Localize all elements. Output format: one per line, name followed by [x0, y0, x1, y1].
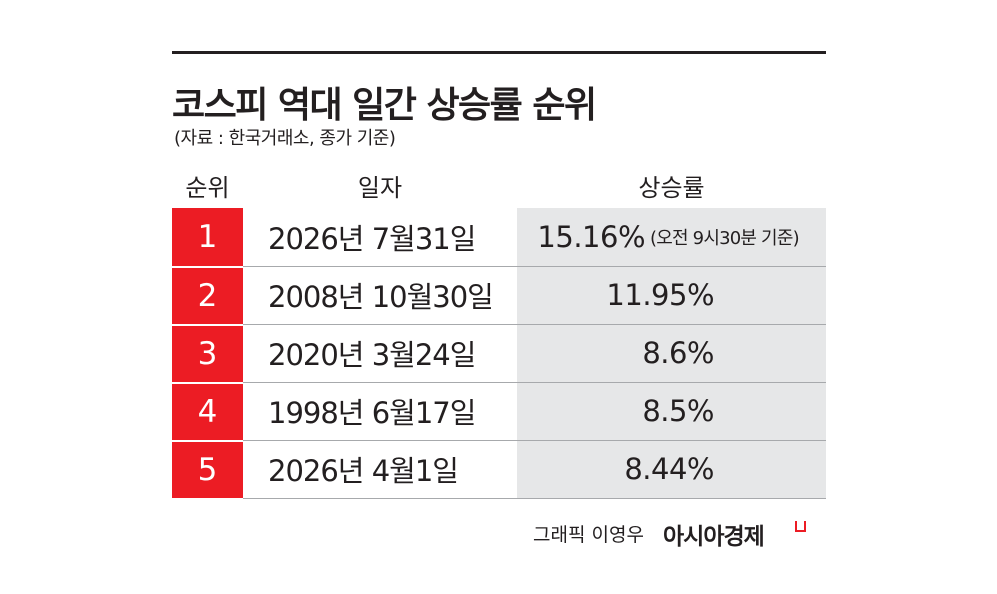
- row-separator: [243, 498, 826, 499]
- rate-cell: 11.95%: [606, 278, 714, 312]
- row-separator: [243, 382, 826, 383]
- brand: 아시아경제: [663, 524, 765, 550]
- rank-cell: 3: [172, 326, 243, 382]
- rank-cell: 4: [172, 384, 243, 440]
- row-separator: [243, 440, 826, 441]
- brand-mark: [795, 521, 806, 532]
- rate-cell: 8.5%: [642, 394, 714, 428]
- rank-cell: 1: [172, 208, 243, 266]
- rate-cell: 8.44%: [624, 452, 714, 486]
- rank-cell: 2: [172, 268, 243, 324]
- top-rule: [172, 51, 826, 54]
- rate-column-bg: [517, 208, 826, 498]
- row-separator: [243, 266, 826, 267]
- date-cell: 2026년 4월1일: [268, 454, 459, 488]
- rate-cell: 8.6%: [642, 336, 714, 370]
- rank-cell: 5: [172, 442, 243, 498]
- date-cell: 2020년 3월24일: [268, 338, 476, 372]
- column-header: 상승률: [638, 174, 705, 202]
- rate-cell: 15.16%: [537, 220, 645, 254]
- date-cell: 2026년 7월31일: [268, 222, 476, 256]
- column-header: 순위: [185, 174, 230, 202]
- date-cell: 2008년 10월30일: [268, 280, 494, 314]
- source: (자료 : 한국거래소, 종가 기준): [174, 128, 396, 149]
- rate-note: (오전 9시30분 기준): [650, 228, 800, 249]
- credit: 그래픽 이영우: [533, 524, 644, 546]
- date-cell: 1998년 6월17일: [268, 396, 476, 430]
- row-separator: [243, 324, 826, 325]
- title: 코스피 역대 일간 상승률 순위: [172, 85, 597, 126]
- column-header: 일자: [357, 174, 403, 202]
